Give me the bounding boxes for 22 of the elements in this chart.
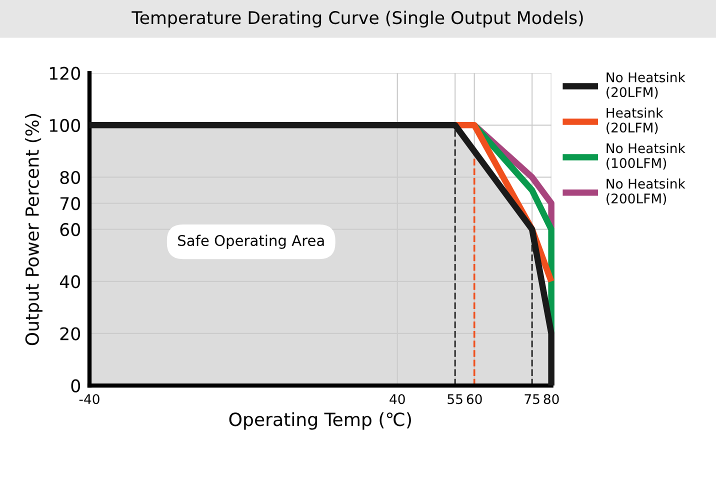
- x-tick-label: 60: [466, 394, 482, 404]
- legend-label: Heatsink (20LFM): [606, 108, 664, 134]
- y-tick-label: 20: [60, 327, 80, 340]
- y-tick-label: 0: [71, 379, 80, 392]
- y-tick-label: 100: [50, 118, 80, 132]
- annotation: Safe Operating Area: [178, 234, 324, 249]
- x-tick-label: -40: [79, 394, 100, 404]
- x-tick-label: 55: [448, 394, 462, 404]
- y-tick-label: 80: [60, 170, 80, 184]
- x-tick-label: 75: [524, 394, 540, 404]
- x-axis-title: Operating Temp (℃): [229, 412, 411, 430]
- legend-label: No Heatsink (200LFM): [606, 178, 686, 206]
- y-tick-label: 70: [60, 196, 80, 210]
- y-tick-label: 60: [60, 223, 80, 236]
- x-tick-label: 80: [544, 394, 559, 404]
- y-tick-label: 120: [50, 66, 80, 80]
- y-tick-label: 40: [60, 275, 80, 288]
- chart-title: Temperature Derating Curve (Single Output Models): [132, 10, 583, 28]
- y-axis-title: Output Power Percent (%): [25, 114, 42, 346]
- legend-label: No Heatsink (100LFM): [606, 143, 686, 170]
- x-tick-label: 40: [390, 394, 405, 404]
- legend-label: No Heatsink (20LFM): [606, 72, 686, 99]
